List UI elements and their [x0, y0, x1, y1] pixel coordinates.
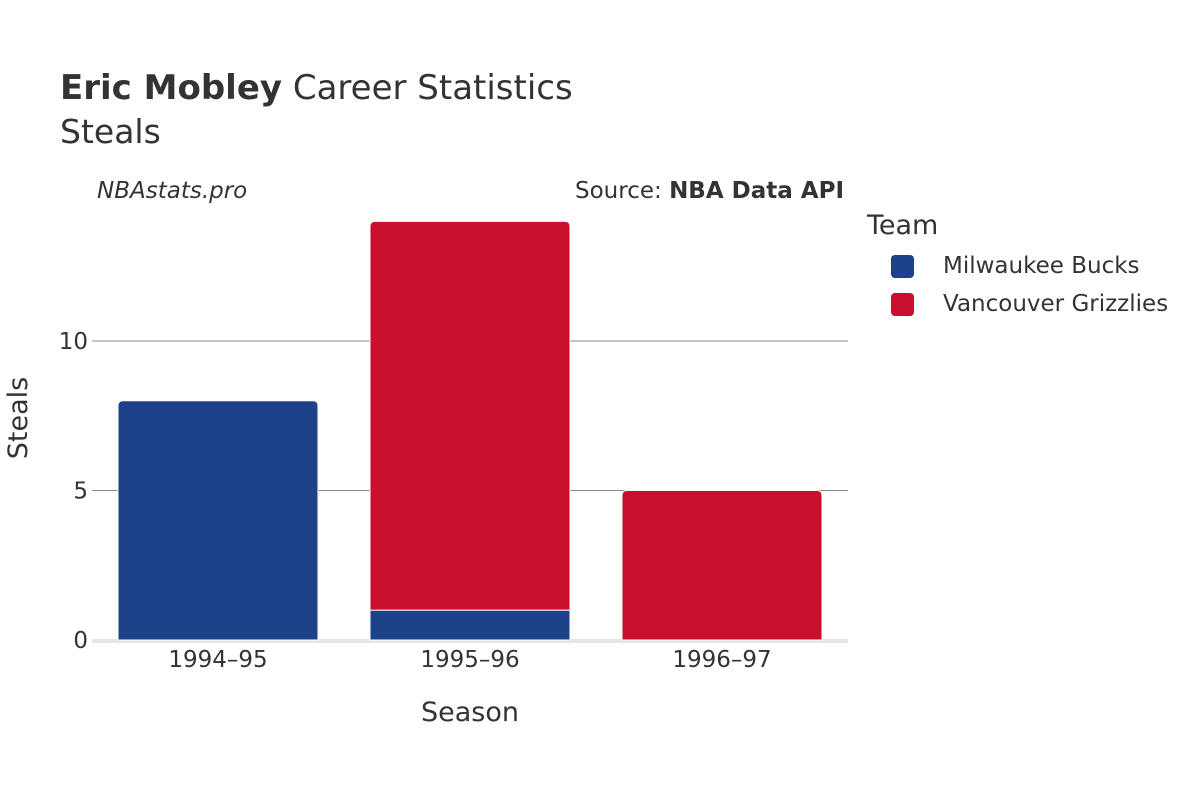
legend-title: Team — [867, 210, 939, 241]
bar-vancouver-grizzlies — [621, 490, 823, 641]
y-tick-label: 0 — [73, 628, 88, 654]
chart-subtitle: Steals — [60, 112, 161, 151]
x-tick-label: 1995–96 — [420, 647, 519, 673]
title-suffix: Career Statistics — [282, 68, 573, 108]
legend-swatch-vancouver-grizzlies — [891, 292, 914, 316]
x-tick-label: 1994–95 — [168, 647, 267, 673]
watermark: NBAstats.pro — [97, 178, 248, 204]
y-axis-title: Steals — [3, 377, 34, 459]
x-axis-title: Season — [421, 697, 519, 728]
y-tick-label: 10 — [59, 329, 88, 355]
legend-swatch-milwaukee-bucks — [891, 254, 914, 278]
legend-label: Milwaukee Bucks — [943, 253, 1140, 279]
y-tick-label: 5 — [73, 479, 88, 505]
bar-milwaukee-bucks — [369, 609, 571, 641]
bar-vancouver-grizzlies — [369, 220, 571, 611]
player-name: Eric Mobley — [60, 68, 283, 108]
x-tick-label: 1996–97 — [672, 647, 771, 673]
legend-item-vancouver-grizzlies[interactable]: Vancouver Grizzlies — [891, 290, 1168, 318]
source-prefix: Source: — [575, 178, 670, 204]
source-name: NBA Data API — [669, 178, 844, 204]
legend-label: Vancouver Grizzlies — [943, 291, 1169, 317]
source-credit: Source: NBA Data API — [575, 178, 844, 204]
chart-title: Eric Mobley Career Statistics — [60, 68, 573, 108]
bar-milwaukee-bucks — [117, 400, 319, 641]
legend-item-milwaukee-bucks[interactable]: Milwaukee Bucks — [891, 252, 1140, 280]
